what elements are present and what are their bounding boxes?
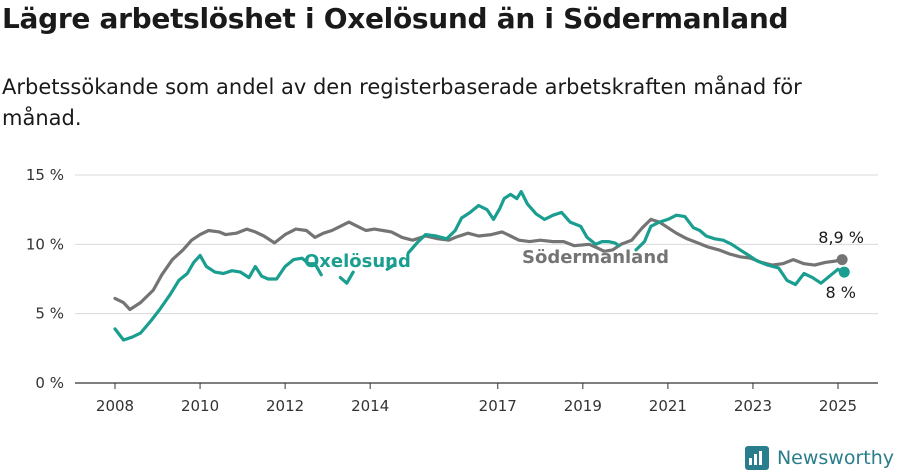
chart-subtitle: Arbetssökande som andel av den registerb… bbox=[2, 75, 802, 130]
y-tick-label: 0 % bbox=[35, 374, 64, 392]
end-label-oxelosund: 8 % bbox=[826, 283, 856, 302]
x-axis: 2008 2010 2012 2014 2017 2019 2021 2023 2025 bbox=[75, 382, 878, 415]
series-line-oxelsund bbox=[113, 190, 844, 342]
y-tick-label: 5 % bbox=[35, 305, 64, 323]
chart-title: Lägre arbetslöshet i Oxelösund än i Söde… bbox=[2, 2, 789, 35]
x-tick-label: 2025 bbox=[819, 397, 857, 415]
grid-lines bbox=[75, 174, 878, 315]
x-tick-label: 2023 bbox=[734, 397, 772, 415]
newsworthy-logo-icon bbox=[744, 446, 769, 470]
brand-name: Newsworthy bbox=[776, 447, 894, 469]
series-line-sdermanland bbox=[113, 217, 842, 312]
end-markers bbox=[836, 254, 850, 278]
x-tick-label: 2017 bbox=[479, 397, 517, 415]
y-tick-label: 10 % bbox=[26, 235, 64, 253]
series-label-oxelosund: Oxelösund bbox=[304, 251, 411, 272]
y-tick-label: 15 % bbox=[26, 166, 64, 184]
end-label-sodermanland: 8,9 % bbox=[818, 228, 864, 247]
y-axis-ticks: 0 % 5 % 10 % 15 % bbox=[26, 166, 64, 392]
series-label-sodermanland: Södermanland bbox=[522, 247, 669, 268]
x-tick-label: 2012 bbox=[266, 397, 304, 415]
x-tick-label: 2010 bbox=[181, 397, 219, 415]
end-marker bbox=[836, 254, 848, 266]
x-tick-label: 2021 bbox=[649, 397, 687, 415]
x-tick-label: 2019 bbox=[564, 397, 602, 415]
series-lines bbox=[113, 190, 844, 342]
newsworthy-brand[interactable]: Newsworthy bbox=[744, 446, 894, 470]
end-marker bbox=[838, 266, 850, 278]
x-tick-label: 2014 bbox=[351, 397, 389, 415]
x-tick-label: 2008 bbox=[96, 397, 134, 415]
